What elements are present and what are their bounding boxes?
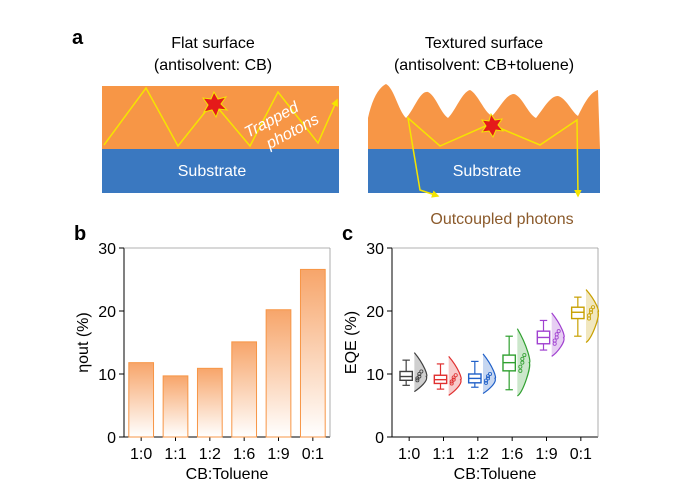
data-point xyxy=(518,368,523,373)
textured-emission-star-icon xyxy=(480,112,505,139)
data-point xyxy=(449,379,454,384)
panel-c-label: c xyxy=(342,223,353,245)
data-point xyxy=(484,378,489,383)
textured-surface-schematic: Textured surface (antisolvent: CB+toluen… xyxy=(368,35,600,228)
x-tick-label: 1:9 xyxy=(535,446,557,463)
y-tick-label: 0 xyxy=(107,430,116,447)
outcoupled-photon-ray-right xyxy=(489,118,582,198)
emission-star-icon xyxy=(201,90,229,119)
y-tick-label: 30 xyxy=(366,241,384,258)
panel-a: a Flat surface (antisolvent: CB) Substra… xyxy=(72,27,600,228)
data-point xyxy=(520,356,525,361)
flat-surface-subtitle: (antisolvent: CB) xyxy=(154,57,272,74)
flat-substrate-layer xyxy=(102,149,339,193)
panel-b: b 0 10 20 30 1:0 1:1 1:2 1:6 1:9 0:1 CB:Toluene ηou… xyxy=(74,223,331,483)
data-point xyxy=(415,378,420,383)
data-point xyxy=(417,371,422,376)
x-tick-label: 1:1 xyxy=(164,446,186,463)
y-tick-label: 10 xyxy=(366,367,384,384)
outcoupled-photons-label: Outcoupled photons xyxy=(430,211,573,228)
data-point xyxy=(451,375,456,380)
data-point xyxy=(486,374,491,379)
x-axis-label: CB:Toluene xyxy=(454,466,537,483)
violin-half xyxy=(448,355,462,396)
y-tick-label: 20 xyxy=(366,304,384,321)
x-axis-label: CB:Toluene xyxy=(186,466,269,483)
bar xyxy=(265,309,292,438)
y-tick-label: 0 xyxy=(375,430,384,447)
outcoupled-photon-ray-left xyxy=(406,116,491,198)
box-chart: 0 10 20 30 1:0 1:1 1:2 1:6 1:9 0:1 CB:Toluene EQE (… xyxy=(343,241,600,483)
panel-a-label: a xyxy=(72,27,84,49)
data-point xyxy=(486,376,491,381)
textured-substrate-label: Substrate xyxy=(453,163,522,180)
bar xyxy=(128,362,155,438)
flat-substrate-label: Substrate xyxy=(178,163,247,180)
trapped-photon-ray xyxy=(103,86,339,148)
flat-surface-title: Flat surface xyxy=(171,35,255,52)
data-point xyxy=(518,364,523,369)
bar-chart: 0 10 20 30 1:0 1:1 1:2 1:6 1:9 0:1 CB:Toluene ηout … xyxy=(75,241,331,483)
data-point xyxy=(453,373,458,378)
data-point xyxy=(419,369,424,374)
x-tick-label: 1:2 xyxy=(199,446,221,463)
y-tick-label: 30 xyxy=(98,241,116,258)
y-axis-label: ηout (%) xyxy=(75,312,92,372)
data-point xyxy=(591,305,596,310)
bar xyxy=(299,268,326,438)
data-point xyxy=(484,380,489,385)
x-tick-label: 0:1 xyxy=(570,446,592,463)
textured-surface-subtitle: (antisolvent: CB+toluene) xyxy=(394,57,574,74)
x-tick-label: 1:0 xyxy=(398,446,420,463)
panel-b-label: b xyxy=(74,223,86,245)
data-point xyxy=(449,381,454,386)
y-axis-label: EQE (%) xyxy=(343,311,360,374)
x-tick-label: 1:6 xyxy=(233,446,255,463)
textured-perovskite-layer xyxy=(368,84,600,149)
violin-half xyxy=(482,353,497,395)
violin-half xyxy=(585,289,600,343)
data-point xyxy=(589,310,594,315)
data-point xyxy=(520,360,525,365)
textured-surface-title: Textured surface xyxy=(425,35,543,52)
textured-substrate-layer xyxy=(368,149,600,193)
data-point xyxy=(589,307,594,312)
bar xyxy=(231,341,258,438)
data-point xyxy=(587,313,592,318)
flat-perovskite-layer xyxy=(102,86,339,149)
data-point xyxy=(522,353,527,358)
violin-half xyxy=(413,352,428,393)
data-point xyxy=(488,371,493,376)
data-point xyxy=(556,329,561,334)
x-tick-label: 0:1 xyxy=(302,446,324,463)
bar xyxy=(162,375,189,438)
bar xyxy=(196,367,223,438)
x-tick-label: 1:2 xyxy=(467,446,489,463)
x-tick-label: 1:9 xyxy=(267,446,289,463)
x-tick-label: 1:1 xyxy=(432,446,454,463)
data-point xyxy=(554,332,559,337)
x-tick-label: 1:6 xyxy=(501,446,523,463)
y-tick-label: 20 xyxy=(98,304,116,321)
data-point xyxy=(552,338,557,343)
panel-c: c 0 10 20 30 1:0 1:1 1:2 1:6 1:9 0:1 CB:Toluene EQE… xyxy=(342,223,600,483)
y-tick-label: 10 xyxy=(98,367,116,384)
flat-surface-schematic: Flat surface (antisolvent: CB) Substrate… xyxy=(102,35,339,193)
data-point xyxy=(415,376,420,381)
x-tick-label: 1:0 xyxy=(130,446,152,463)
